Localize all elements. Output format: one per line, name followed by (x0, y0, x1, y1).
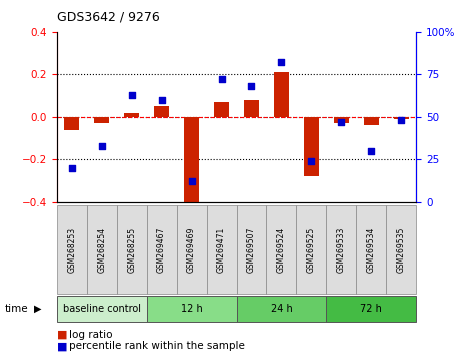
Text: GSM269507: GSM269507 (247, 226, 256, 273)
Text: GSM268254: GSM268254 (97, 227, 106, 273)
Text: GSM268255: GSM268255 (127, 227, 136, 273)
Text: GSM269525: GSM269525 (307, 227, 316, 273)
Point (307, 158, 315, 164)
Bar (64, 117, 79, 130)
Text: GSM269533: GSM269533 (337, 226, 346, 273)
Bar (364, 117, 379, 125)
Point (397, 118, 405, 123)
Text: GDS3642 / 9276: GDS3642 / 9276 (57, 11, 159, 24)
Bar (184, 117, 199, 206)
Text: 72 h: 72 h (360, 304, 382, 314)
Text: time: time (5, 304, 28, 314)
Bar (334, 117, 349, 123)
Text: 24 h: 24 h (271, 304, 292, 314)
Text: ▶: ▶ (34, 304, 42, 314)
Point (368, 148, 375, 154)
Point (338, 119, 345, 125)
Text: GSM268253: GSM268253 (67, 227, 76, 273)
Point (128, 92, 135, 98)
Point (68, 165, 76, 171)
Bar (94, 117, 109, 123)
Bar (304, 117, 319, 176)
Bar (154, 106, 169, 117)
Bar (394, 117, 409, 119)
Text: log ratio: log ratio (69, 330, 112, 339)
Point (248, 84, 255, 89)
Bar (244, 100, 259, 117)
Bar (274, 72, 289, 117)
Text: baseline control: baseline control (63, 304, 140, 314)
Point (158, 97, 166, 103)
Text: percentile rank within the sample: percentile rank within the sample (69, 341, 245, 351)
Text: 12 h: 12 h (181, 304, 202, 314)
Point (98, 143, 105, 149)
Point (218, 76, 225, 82)
Text: GSM269524: GSM269524 (277, 227, 286, 273)
Text: GSM269534: GSM269534 (367, 226, 376, 273)
Text: GSM269471: GSM269471 (217, 227, 226, 273)
Text: ■: ■ (57, 330, 67, 339)
Bar (124, 113, 139, 117)
Bar (214, 102, 229, 117)
Text: GSM269469: GSM269469 (187, 226, 196, 273)
Text: ■: ■ (57, 341, 67, 351)
Point (188, 178, 195, 184)
Text: GSM269535: GSM269535 (397, 226, 406, 273)
Point (278, 59, 285, 65)
Text: GSM269467: GSM269467 (157, 226, 166, 273)
